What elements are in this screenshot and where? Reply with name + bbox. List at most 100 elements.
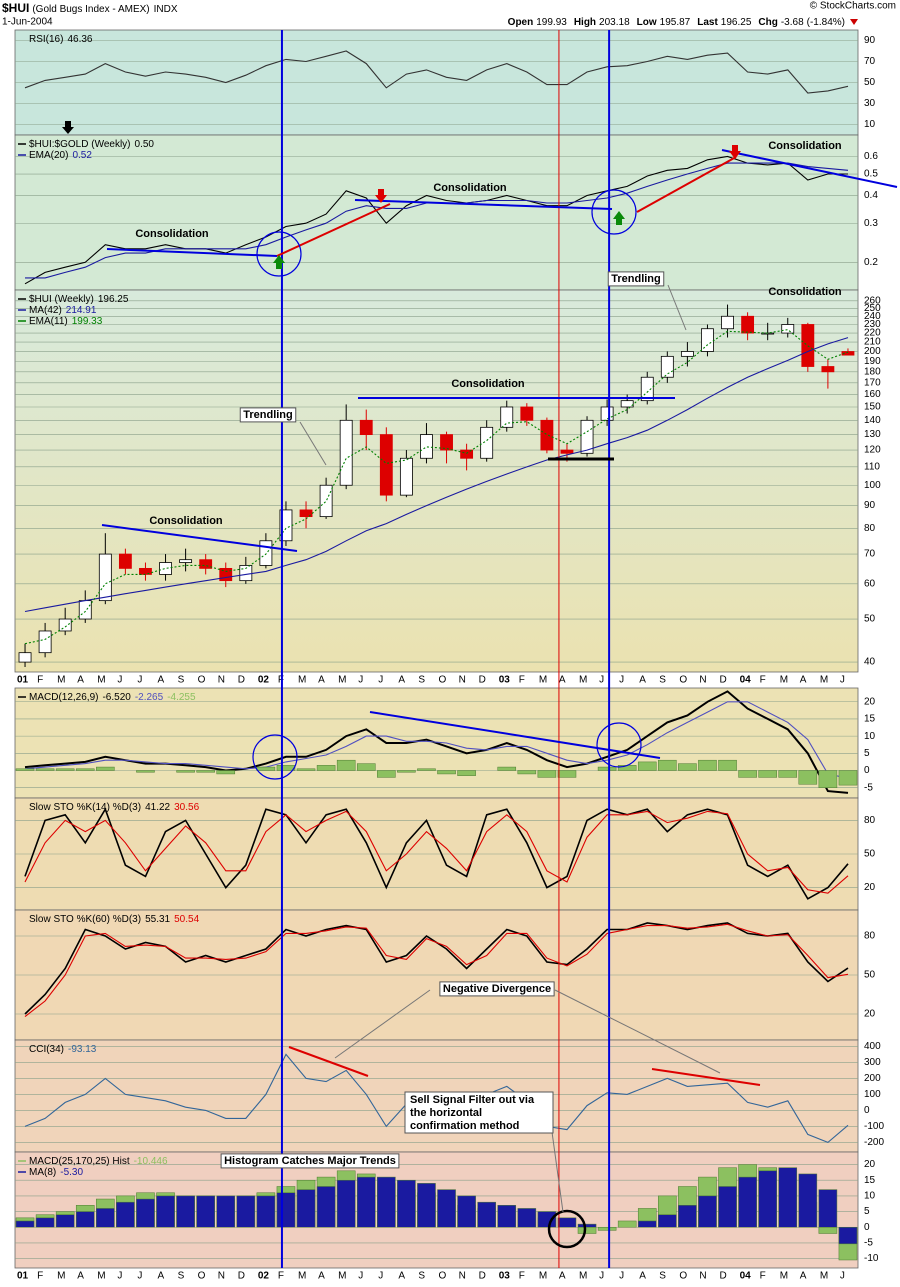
annotation: Trendling <box>611 273 661 285</box>
bar <box>96 1208 115 1228</box>
candle-body <box>199 559 213 569</box>
y-tick-label: 40 <box>864 657 876 668</box>
y-tick-label: 120 <box>864 445 881 456</box>
annotation-box <box>239 407 297 423</box>
x-tick-label: A <box>559 1271 566 1282</box>
bar <box>356 1176 376 1228</box>
bar <box>15 1220 35 1228</box>
candle-body <box>139 567 152 575</box>
x-tick-label: J <box>378 1271 383 1282</box>
bar <box>457 770 476 776</box>
text-part: 0.52 <box>72 150 92 161</box>
text-part: MACD(12,26,9) <box>29 692 98 703</box>
y-tick-label: -200 <box>864 1137 884 1148</box>
highlight-circle <box>547 1209 587 1249</box>
callout-pointer <box>554 989 721 1074</box>
y-tick-label: 100 <box>864 480 881 491</box>
x-tick-label: F <box>519 675 525 686</box>
y-tick-label: 250 <box>864 303 881 314</box>
bar <box>417 1183 436 1228</box>
trendline <box>636 156 737 213</box>
bar <box>557 1217 577 1228</box>
legend-entry: MACD(12,26,9) -6.520 -2.265 -4.255 <box>29 692 196 703</box>
candle-body <box>319 484 333 518</box>
trendline <box>721 149 898 188</box>
highlight-circle <box>256 231 302 277</box>
y-tick-label: 150 <box>864 402 881 413</box>
x-tick-label: F <box>278 1271 284 1282</box>
x-tick-label: M <box>298 1271 306 1282</box>
x-tick-label: O <box>439 1271 447 1282</box>
bar <box>758 770 777 778</box>
bar <box>517 770 537 775</box>
bar <box>658 759 677 771</box>
text-part: -4.255 <box>167 692 196 703</box>
x-tick-label: N <box>459 675 466 686</box>
series-line <box>24 155 848 285</box>
bar <box>336 1179 356 1228</box>
series-line <box>24 337 849 613</box>
x-tick-label: O <box>198 1271 206 1282</box>
callout-pointer <box>299 421 327 466</box>
y-tick-label: 230 <box>864 319 881 330</box>
text-part: MA(8) <box>29 1167 56 1178</box>
text-part: 196.25 <box>98 294 129 305</box>
annotation: Consolidation <box>433 182 507 194</box>
text-part: Slow STO %K(14) %D(3) <box>29 802 141 813</box>
legend-entry: Slow STO %K(14) %D(3) 41.22 30.56 <box>29 802 200 813</box>
callout-pointer <box>334 989 431 1059</box>
bar <box>116 1201 135 1228</box>
legend-entry: RSI(16) 46.36 <box>29 34 93 45</box>
candle-body <box>781 324 795 334</box>
candle-body <box>480 426 494 459</box>
x-tick-label: A <box>559 675 566 686</box>
candle-body <box>680 351 694 357</box>
legend-entry: MA(42) 214.91 <box>29 305 97 316</box>
bar <box>356 763 376 771</box>
series-line <box>24 807 849 900</box>
x-tick-label: J <box>619 675 624 686</box>
x-tick-label: M <box>298 675 306 686</box>
bar <box>818 1226 838 1234</box>
bar <box>818 770 838 788</box>
text-part: 55.31 <box>145 914 170 925</box>
y-tick-label: 30 <box>864 98 876 109</box>
y-tick-label: 50 <box>864 849 876 860</box>
y-tick-label: 10 <box>864 731 876 742</box>
y-tick-label: 0.2 <box>864 257 878 268</box>
annotation: Trendling <box>243 409 293 421</box>
x-tick-label: F <box>760 1271 766 1282</box>
x-tick-label: J <box>117 1271 122 1282</box>
y-tick-label: 210 <box>864 337 881 348</box>
text-part: EMA(11) <box>29 316 68 327</box>
candle-body <box>78 600 92 620</box>
y-tick-label: -5 <box>864 782 873 793</box>
annotation: the horizontal <box>410 1107 482 1119</box>
text-part: 196.25 <box>721 17 752 28</box>
y-tick-label: 0.3 <box>864 218 878 229</box>
x-tick-label: N <box>699 1271 706 1282</box>
annotation: Consolidation <box>451 378 525 390</box>
bar <box>75 1211 95 1228</box>
candle-body <box>600 406 614 421</box>
x-tick-label: M <box>579 1271 587 1282</box>
bar <box>15 768 35 771</box>
y-tick-label: 110 <box>864 461 880 472</box>
bar <box>176 1195 195 1228</box>
y-tick-label: 400 <box>864 1041 881 1052</box>
candle-body <box>118 553 132 569</box>
x-tick-label: M <box>780 675 788 686</box>
x-tick-label: A <box>800 675 807 686</box>
trendline <box>106 248 278 257</box>
bar <box>96 766 115 771</box>
x-tick-label: M <box>539 1271 547 1282</box>
text-part: 46.36 <box>67 34 92 45</box>
candle-body <box>399 457 413 496</box>
x-tick-label: A <box>639 675 646 686</box>
text-part: 214.91 <box>66 305 97 316</box>
bar <box>838 1226 858 1245</box>
callout-pointer <box>667 284 687 331</box>
bar <box>397 770 416 773</box>
highlight-circle <box>596 722 642 768</box>
